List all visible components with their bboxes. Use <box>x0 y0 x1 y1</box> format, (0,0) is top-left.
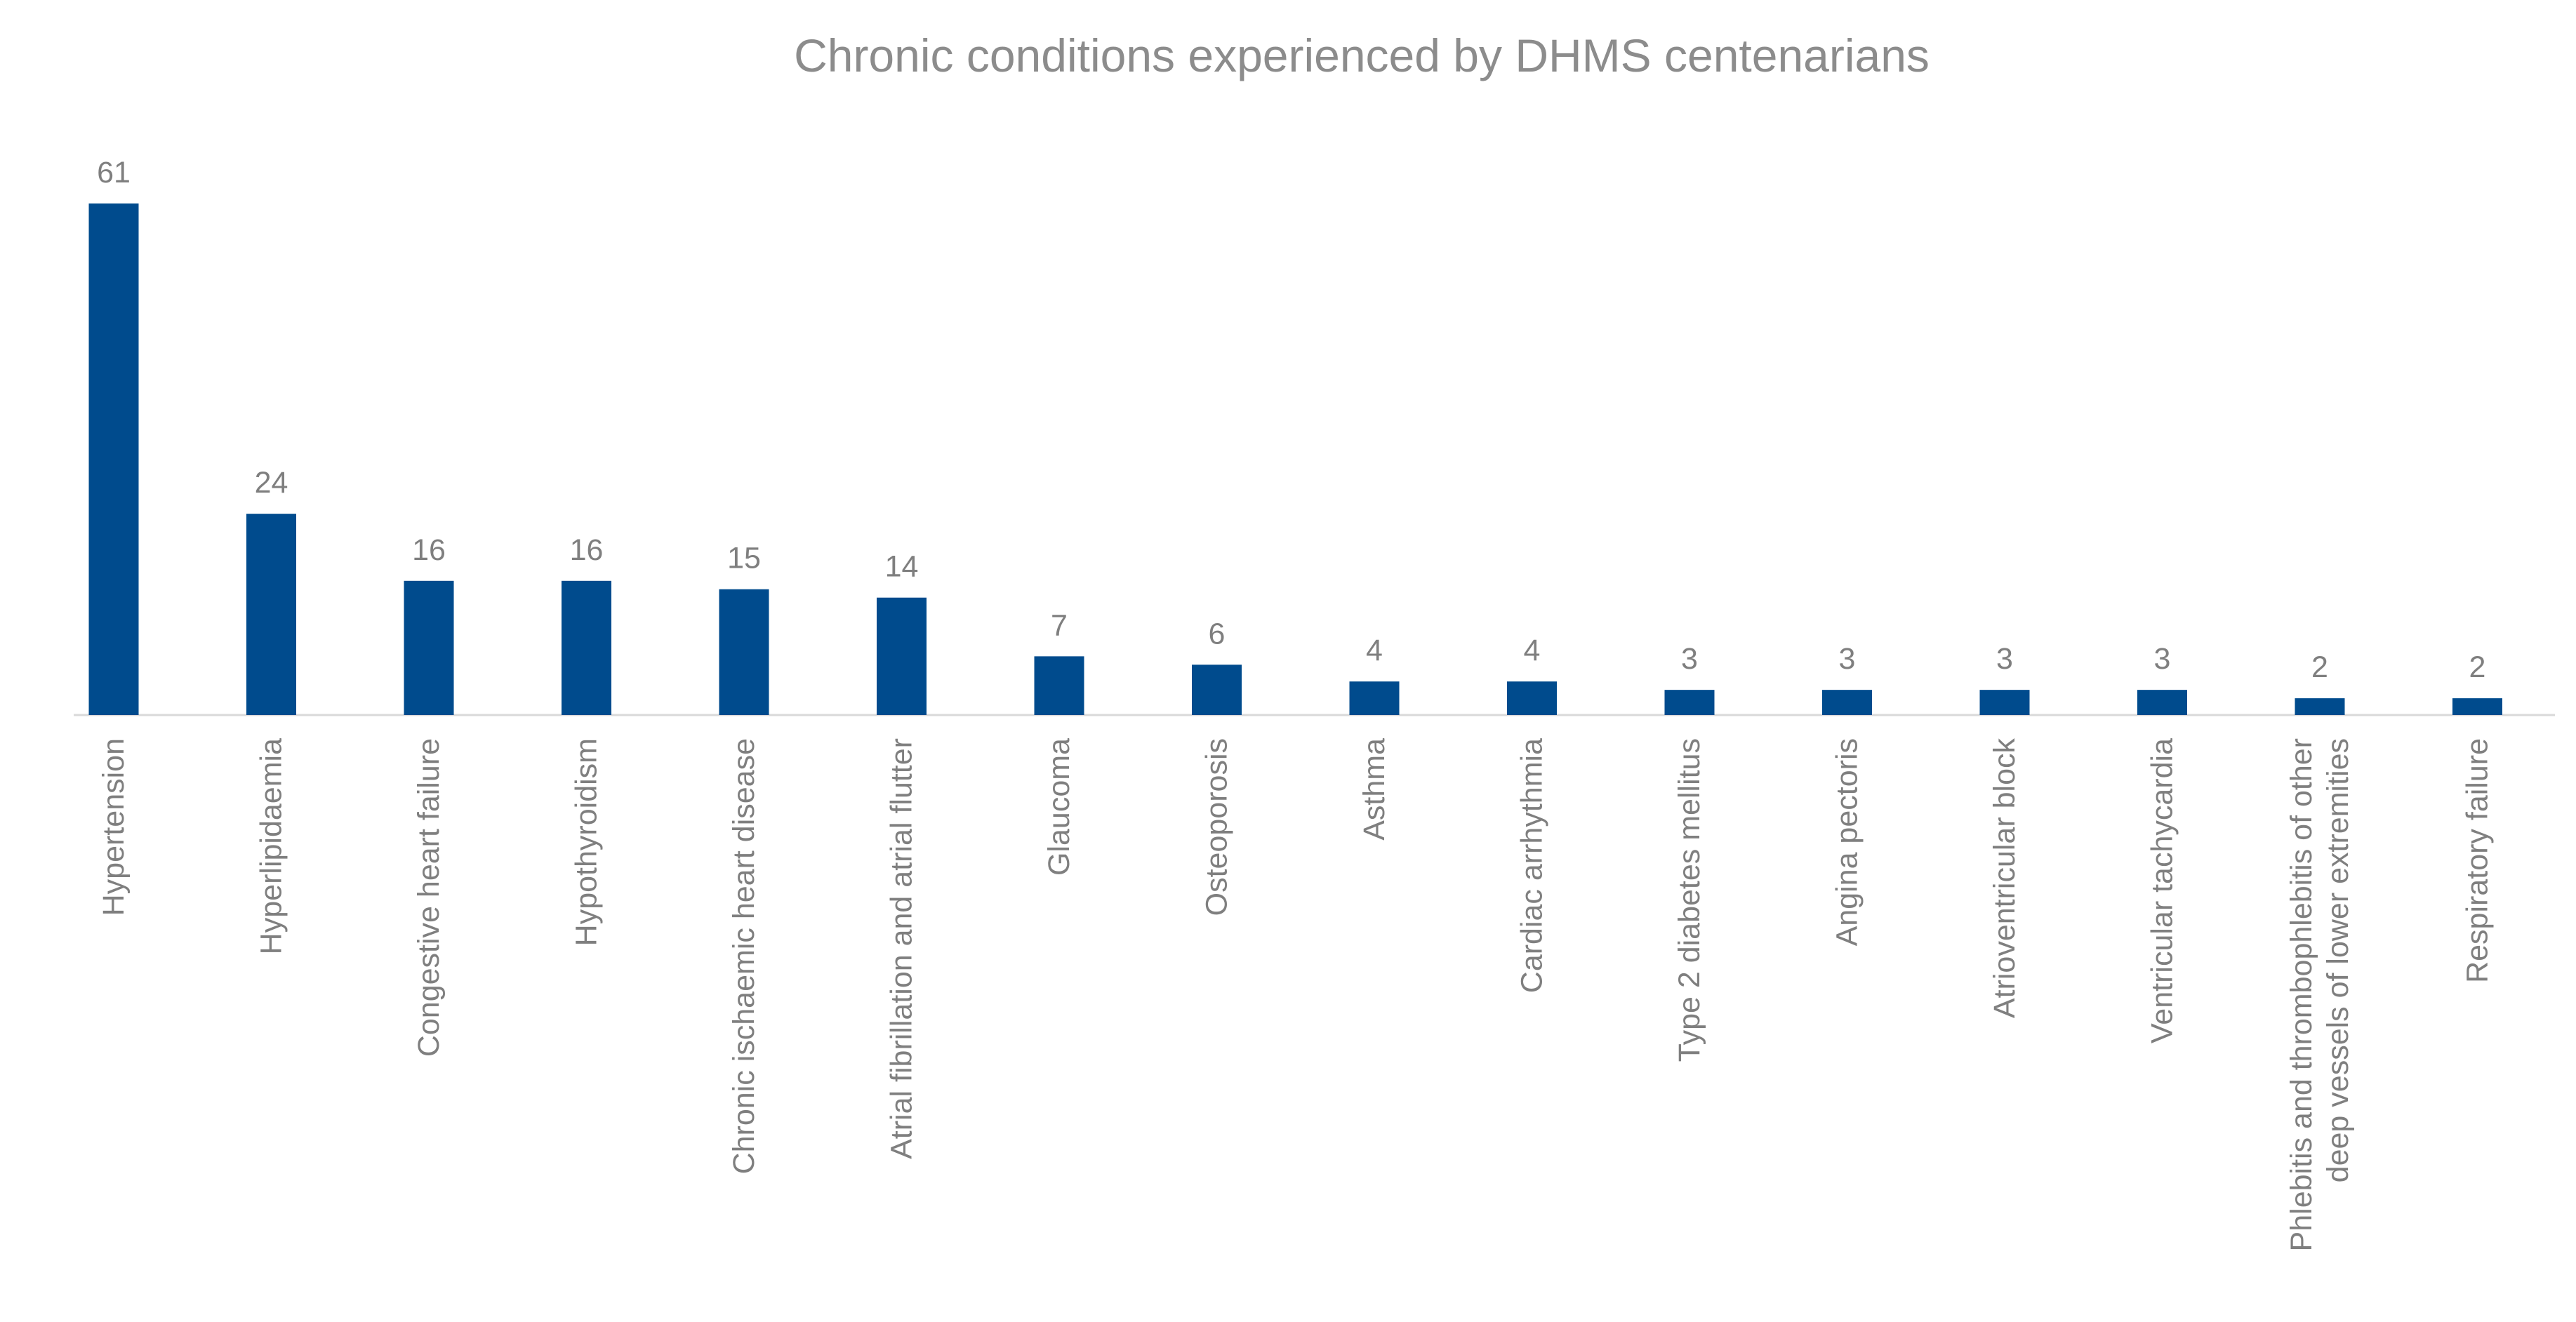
category-label: deep vessels of lower extremities <box>2321 738 2355 1182</box>
data-label: 3 <box>2154 642 2171 676</box>
category-label: Congestive heart failure <box>412 738 446 1057</box>
category-label: Chronic ischaemic heart disease <box>727 738 761 1174</box>
data-label: 2 <box>2311 650 2328 684</box>
bar <box>1979 690 2030 715</box>
bar <box>404 580 454 715</box>
chart-title: Chronic conditions experienced by DHMS c… <box>794 29 1930 81</box>
category-label: Respiratory failure <box>2461 738 2495 983</box>
data-label: 24 <box>255 466 288 500</box>
bar <box>1507 681 1557 715</box>
data-label: 61 <box>97 156 131 189</box>
category-label: Type 2 diabetes mellitus <box>1673 738 1706 1062</box>
data-label: 16 <box>412 533 446 567</box>
category-label: Asthma <box>1357 738 1391 841</box>
category-label: Atrial fibrillation and atrial flutter <box>885 738 919 1159</box>
data-label: 14 <box>885 550 919 584</box>
category-label: Glaucoma <box>1042 738 1076 876</box>
category-label: Angina pectoris <box>1831 738 1864 946</box>
category-label: Phlebitis and thrombophlebitis of other <box>2285 738 2318 1251</box>
category-label: Hypertension <box>97 738 131 916</box>
bar <box>719 589 769 715</box>
category-label: Cardiac arrhythmia <box>1515 738 1549 993</box>
data-label: 3 <box>1839 642 1856 676</box>
bar <box>1192 665 1242 715</box>
bars <box>88 203 2502 715</box>
category-label: Osteoporosis <box>1200 738 1234 916</box>
category-label: Hypothyroidism <box>570 738 604 946</box>
data-label: 4 <box>1524 634 1541 667</box>
bar <box>1034 656 1084 715</box>
bar <box>1664 690 1715 715</box>
category-label: Ventricular tachycardia <box>2146 738 2179 1043</box>
category-label: Hyperlipidaemia <box>255 738 288 954</box>
bar <box>1822 690 1872 715</box>
data-label: 15 <box>727 542 761 575</box>
bar <box>2295 698 2345 715</box>
bar <box>88 203 139 715</box>
bar <box>877 597 927 715</box>
bar <box>1349 681 1400 715</box>
bar <box>246 514 296 715</box>
data-label: 2 <box>2469 650 2486 684</box>
data-labels: 61 24 16 16 15 14 7 6 4 4 3 3 3 3 2 2 <box>97 156 2485 684</box>
category-label: Atrioventricular block <box>1988 738 2021 1019</box>
category-labels: Hypertension Hyperlipidaemia Congestive he… <box>97 738 2495 1252</box>
data-label: 3 <box>1996 642 2013 676</box>
data-label: 7 <box>1051 608 1068 642</box>
data-label: 16 <box>570 533 604 567</box>
bar <box>2452 698 2502 715</box>
data-label: 6 <box>1209 617 1226 650</box>
data-label: 4 <box>1366 634 1383 667</box>
data-label: 3 <box>1681 642 1698 676</box>
bar <box>562 580 611 715</box>
bar <box>2137 690 2187 715</box>
